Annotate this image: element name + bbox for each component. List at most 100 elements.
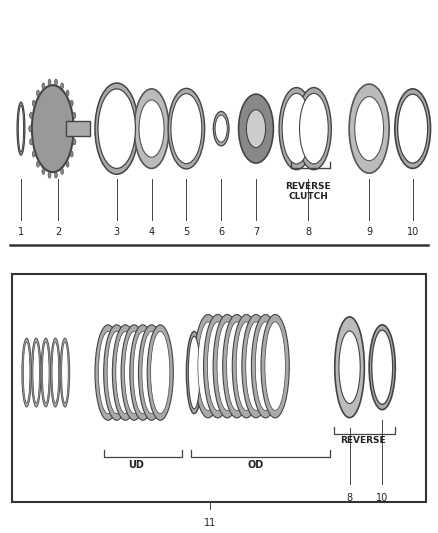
Ellipse shape — [223, 314, 251, 418]
Ellipse shape — [48, 79, 51, 85]
Ellipse shape — [41, 338, 50, 407]
Ellipse shape — [95, 325, 121, 420]
Ellipse shape — [133, 332, 152, 414]
Ellipse shape — [70, 100, 73, 106]
Ellipse shape — [226, 322, 247, 410]
Ellipse shape — [194, 314, 222, 418]
Text: 3: 3 — [113, 227, 120, 237]
Ellipse shape — [54, 79, 57, 85]
Ellipse shape — [70, 151, 73, 157]
Text: 11: 11 — [204, 519, 216, 528]
Ellipse shape — [213, 314, 241, 418]
Ellipse shape — [151, 332, 170, 414]
Ellipse shape — [251, 314, 280, 418]
Ellipse shape — [204, 314, 232, 418]
Text: OD: OD — [248, 460, 264, 470]
Ellipse shape — [369, 325, 395, 410]
Ellipse shape — [208, 322, 228, 410]
Ellipse shape — [372, 330, 392, 405]
Ellipse shape — [236, 322, 257, 410]
Text: 9: 9 — [366, 227, 372, 237]
Ellipse shape — [60, 168, 64, 174]
Ellipse shape — [73, 112, 76, 118]
Text: 2: 2 — [55, 227, 61, 237]
Ellipse shape — [297, 87, 331, 169]
Ellipse shape — [217, 322, 237, 410]
Ellipse shape — [282, 93, 311, 164]
Text: 8: 8 — [346, 493, 353, 503]
Ellipse shape — [99, 332, 117, 414]
Ellipse shape — [134, 89, 169, 168]
Ellipse shape — [98, 89, 135, 168]
Ellipse shape — [95, 83, 138, 174]
Ellipse shape — [48, 172, 51, 178]
Text: 6: 6 — [218, 227, 224, 237]
Ellipse shape — [138, 325, 165, 420]
Ellipse shape — [261, 314, 289, 418]
Ellipse shape — [17, 102, 25, 155]
Ellipse shape — [171, 94, 202, 164]
Ellipse shape — [398, 94, 427, 163]
Ellipse shape — [32, 100, 35, 106]
Ellipse shape — [36, 90, 39, 96]
Ellipse shape — [232, 314, 261, 418]
Ellipse shape — [246, 322, 266, 410]
FancyBboxPatch shape — [66, 121, 90, 136]
Ellipse shape — [121, 325, 147, 420]
Ellipse shape — [213, 111, 229, 146]
Text: 10: 10 — [376, 493, 389, 503]
Ellipse shape — [147, 325, 173, 420]
Ellipse shape — [247, 110, 265, 148]
Text: UD: UD — [128, 460, 144, 470]
Ellipse shape — [66, 161, 69, 167]
Ellipse shape — [242, 314, 270, 418]
Ellipse shape — [30, 139, 32, 145]
Ellipse shape — [29, 126, 32, 132]
Ellipse shape — [50, 338, 60, 407]
Ellipse shape — [52, 342, 59, 403]
Ellipse shape — [335, 317, 364, 418]
Ellipse shape — [239, 94, 273, 163]
Ellipse shape — [33, 342, 39, 403]
Ellipse shape — [168, 88, 205, 169]
Text: 8: 8 — [305, 227, 311, 237]
Ellipse shape — [188, 336, 200, 409]
Ellipse shape — [66, 90, 69, 96]
Ellipse shape — [73, 139, 76, 145]
Ellipse shape — [124, 332, 144, 414]
Ellipse shape — [104, 325, 130, 420]
Ellipse shape — [60, 338, 70, 407]
Bar — [12, 274, 426, 503]
Ellipse shape — [255, 322, 276, 410]
Ellipse shape — [42, 168, 45, 174]
Text: 4: 4 — [148, 227, 155, 237]
Text: REVERSE: REVERSE — [340, 435, 385, 445]
Ellipse shape — [186, 332, 202, 414]
Ellipse shape — [60, 83, 64, 89]
Ellipse shape — [32, 338, 41, 407]
Text: REVERSE
CLUTCH: REVERSE CLUTCH — [286, 182, 331, 201]
Ellipse shape — [113, 325, 138, 420]
Ellipse shape — [349, 84, 389, 173]
Ellipse shape — [32, 151, 35, 157]
Ellipse shape — [116, 332, 135, 414]
Ellipse shape — [30, 112, 32, 118]
Text: 10: 10 — [406, 227, 419, 237]
Ellipse shape — [395, 89, 431, 168]
Ellipse shape — [215, 115, 227, 142]
Ellipse shape — [265, 322, 286, 410]
Ellipse shape — [279, 87, 314, 169]
Ellipse shape — [62, 342, 68, 403]
Ellipse shape — [339, 331, 360, 403]
Ellipse shape — [22, 338, 32, 407]
Ellipse shape — [54, 172, 57, 178]
Ellipse shape — [42, 342, 49, 403]
Ellipse shape — [107, 332, 126, 414]
Ellipse shape — [42, 83, 45, 89]
Ellipse shape — [74, 126, 77, 132]
Ellipse shape — [32, 85, 74, 172]
Text: 5: 5 — [183, 227, 190, 237]
Ellipse shape — [300, 93, 328, 164]
Ellipse shape — [198, 322, 219, 410]
Text: 7: 7 — [253, 227, 259, 237]
